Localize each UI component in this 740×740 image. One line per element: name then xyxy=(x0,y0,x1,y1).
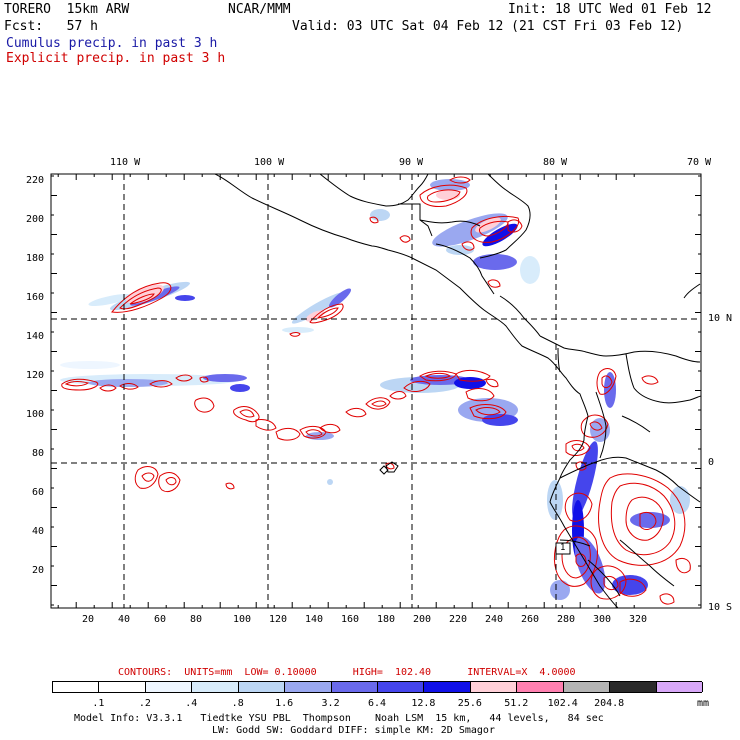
colorbar-level-label: .8 xyxy=(231,698,244,709)
lat-label-10n: 10 N xyxy=(708,313,733,324)
lon-label-110w: 110 W xyxy=(110,157,141,168)
y-tick-180: 180 xyxy=(26,253,45,264)
valid-time: Valid: 03 UTC Sat 04 Feb 12 (21 CST Fri … xyxy=(292,19,684,34)
colorbar-level-label: 3.2 xyxy=(321,698,340,709)
colorbar-cell xyxy=(331,682,378,692)
x-tick-120: 120 xyxy=(269,614,288,625)
lon-label-80w: 80 W xyxy=(543,157,568,168)
x-tick-240: 240 xyxy=(485,614,504,625)
graticule xyxy=(51,174,701,608)
x-tick-160: 160 xyxy=(341,614,360,625)
y-tick-120: 120 xyxy=(26,370,45,381)
y-tick-140: 140 xyxy=(26,331,45,342)
x-tick-40: 40 xyxy=(118,614,131,625)
station-box-label: 1 xyxy=(560,543,566,553)
explicit-legend: Explicit precip. in past 3 h xyxy=(6,51,226,66)
model-physics: LW: Godd SW: Goddard DIFF: simple KM: 2D… xyxy=(212,725,495,736)
colorbar-level-label: 204.8 xyxy=(594,698,625,709)
x-tick-60: 60 xyxy=(154,614,167,625)
coastlines xyxy=(214,174,701,608)
y-tick-200: 200 xyxy=(26,214,45,225)
y-tick-20: 20 xyxy=(32,565,45,576)
x-tick-100: 100 xyxy=(233,614,252,625)
lon-label-90w: 90 W xyxy=(399,157,424,168)
explicit-precip-contours xyxy=(61,176,691,605)
colorbar-cell xyxy=(610,682,657,692)
x-tick-320: 320 xyxy=(629,614,648,625)
colorbar-cell xyxy=(470,682,518,692)
colorbar-cell xyxy=(285,682,332,692)
colorbar-level-label: .4 xyxy=(185,698,198,709)
map-layer xyxy=(51,174,701,608)
colorbar-level-label: .2 xyxy=(138,698,151,709)
colorbar xyxy=(52,681,703,693)
colorbar-cell xyxy=(517,682,564,692)
x-tick-80: 80 xyxy=(190,614,203,625)
y-tick-80: 80 xyxy=(32,448,45,459)
explicit-precip-fill xyxy=(126,190,501,322)
cumulus-legend: Cumulus precip. in past 3 h xyxy=(6,36,218,51)
colorbar-cell xyxy=(99,682,146,692)
colorbar-cell xyxy=(424,682,471,692)
colorbar-units: mm xyxy=(697,698,710,709)
lon-label-70w: 70 W xyxy=(687,157,712,168)
colorbar-level-label: 102.4 xyxy=(547,698,578,709)
x-tick-20: 20 xyxy=(82,614,95,625)
lon-label-100w: 100 W xyxy=(254,157,285,168)
x-tick-220: 220 xyxy=(449,614,468,625)
colorbar-cell xyxy=(53,682,100,692)
colorbar-level-label: .1 xyxy=(92,698,105,709)
colorbar-cell xyxy=(145,682,193,692)
colorbar-cell xyxy=(192,682,239,692)
colorbar-cell xyxy=(238,682,286,692)
colorbar-cell xyxy=(656,682,703,692)
cumulus-precip-fill xyxy=(60,179,690,600)
colorbar-level-label: 6.4 xyxy=(367,698,387,709)
x-tick-180: 180 xyxy=(377,614,396,625)
colorbar-level-label: 1.6 xyxy=(275,698,294,709)
lat-label-0: 0 xyxy=(708,457,715,468)
x-tick-280: 280 xyxy=(557,614,576,625)
center-label: NCAR/MMM xyxy=(228,2,291,17)
x-tick-200: 200 xyxy=(413,614,432,625)
forecast-hour: Fcst: 57 h xyxy=(4,19,98,34)
y-tick-40: 40 xyxy=(32,526,45,537)
colorbar-level-label: 51.2 xyxy=(504,698,529,709)
x-tick-300: 300 xyxy=(593,614,612,625)
colorbar-cell xyxy=(563,682,611,692)
y-tick-60: 60 xyxy=(32,487,45,498)
colorbar-cell xyxy=(378,682,425,692)
lat-label-10s: 10 S xyxy=(708,602,733,613)
contour-info: CONTOURS: UNITS=mm LOW= 0.10000 HIGH= 10… xyxy=(118,667,576,678)
colorbar-level-label: 25.6 xyxy=(457,698,482,709)
x-tick-140: 140 xyxy=(305,614,324,625)
model-info: Model Info: V3.3.1 Tiedtke YSU PBL Thomp… xyxy=(74,713,604,724)
init-time: Init: 18 UTC Wed 01 Feb 12 xyxy=(508,2,712,17)
colorbar-level-label: 12.8 xyxy=(411,698,436,709)
y-tick-100: 100 xyxy=(26,409,45,420)
y-tick-160: 160 xyxy=(26,292,45,303)
model-title: TORERO 15km ARW xyxy=(4,2,130,17)
y-tick-220: 220 xyxy=(26,175,45,186)
axis-ticks xyxy=(51,174,701,608)
x-tick-260: 260 xyxy=(521,614,540,625)
